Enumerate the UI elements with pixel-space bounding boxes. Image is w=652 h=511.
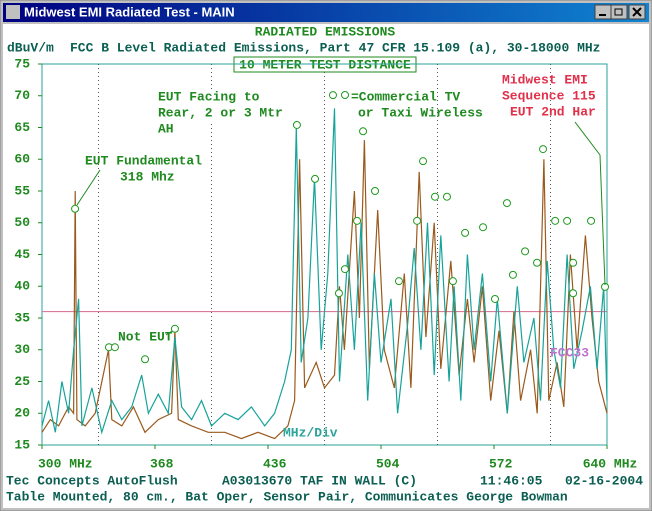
peak-marker <box>539 145 548 154</box>
footer-text: Tec Concepts AutoFlush <box>6 473 178 488</box>
annotation: Sequence 115 <box>502 88 596 103</box>
window-title: Midwest EMI Radiated Test - MAIN <box>24 4 235 19</box>
y-tick-label: 75 <box>14 56 30 71</box>
peak-marker <box>569 258 578 267</box>
peak-marker <box>569 289 578 298</box>
y-tick-label: 70 <box>14 88 30 103</box>
peak-marker <box>461 228 470 237</box>
peak-marker <box>353 216 362 225</box>
annotation: EUT Facing to <box>158 89 260 104</box>
y-axis-label: dBuV/m <box>7 40 54 55</box>
window-buttons[interactable] <box>594 4 646 20</box>
y-tick-label: 15 <box>14 437 30 452</box>
peak-marker <box>508 270 517 279</box>
peak-marker <box>448 277 457 286</box>
annotation: or Taxi Wireless <box>358 105 483 120</box>
x-tick-label: 640 MHz <box>583 456 638 471</box>
label-bg <box>156 106 286 121</box>
peak-marker <box>71 204 80 213</box>
peak-marker <box>419 157 428 166</box>
y-tick-label: 35 <box>14 310 30 325</box>
chart-title: RADIATED EMISSIONS <box>255 24 396 39</box>
peak-marker <box>413 216 422 225</box>
peak-marker <box>170 324 179 333</box>
y-tick-label: 50 <box>14 215 30 230</box>
title-bar <box>3 3 649 22</box>
chart-subtitle: FCC B Level Radiated Emissions, Part 47 … <box>70 40 601 55</box>
legend-symbol <box>341 91 349 99</box>
peak-marker <box>431 192 440 201</box>
peak-marker <box>394 277 403 286</box>
annotation: EUT 2nd Har <box>510 104 596 119</box>
restore-icon <box>614 8 623 16</box>
peak-marker <box>340 265 349 274</box>
peak-marker <box>563 216 572 225</box>
peak-marker <box>502 199 511 208</box>
peak-marker <box>292 120 301 129</box>
annotation: 318 Mhz <box>120 169 175 184</box>
peak-marker <box>328 91 337 100</box>
label-bg <box>156 122 176 137</box>
peak-marker <box>311 174 320 183</box>
y-tick-label: 40 <box>14 279 30 294</box>
y-tick-label: 65 <box>14 120 30 135</box>
annotation: Midwest EMI <box>502 72 588 87</box>
annotation: Not EUT <box>118 329 173 344</box>
y-tick-label: 20 <box>14 406 30 421</box>
trace <box>41 108 608 435</box>
peak-marker <box>587 216 596 225</box>
minimize-button[interactable] <box>594 4 612 20</box>
x-tick-label: 300 MHz <box>38 456 93 471</box>
annotation: EUT Fundamental <box>85 153 202 168</box>
peak-marker <box>334 289 343 298</box>
peak-marker <box>141 355 150 364</box>
annotation: Rear, 2 or 3 Mtr <box>158 105 283 120</box>
leader-line <box>76 169 101 206</box>
y-tick-label: 25 <box>14 374 30 389</box>
app-icon <box>6 5 20 19</box>
peak-marker <box>479 223 488 232</box>
peak-marker <box>371 187 380 195</box>
x-tick-label: 504 <box>376 456 400 471</box>
leader-line <box>574 121 606 286</box>
footer-text: A03013670 TAF IN WALL (C) <box>222 473 417 488</box>
limit-name: FCC33 <box>550 345 589 360</box>
y-tick-label: 60 <box>14 152 30 167</box>
chart: RADIATED EMISSIONS dBuV/m FCC B Level Radi… <box>6 24 643 504</box>
y-tick-label: 30 <box>14 342 30 357</box>
footer-text: Table Mounted, 80 cm., Bat Oper, Sensor … <box>6 489 568 504</box>
annotation: =Commercial TV <box>351 89 460 104</box>
x-tick-label: 368 <box>150 456 174 471</box>
leader-line <box>165 330 173 336</box>
peak-marker <box>442 192 451 201</box>
distance-label: 10 METER TEST DISTANCE <box>239 57 411 72</box>
peak-marker <box>521 247 530 256</box>
peak-marker <box>110 343 119 352</box>
close-icon <box>632 7 642 17</box>
x-tick-label: 436 <box>263 456 287 471</box>
peak-marker <box>551 216 560 225</box>
label-bg <box>156 90 262 105</box>
peak-marker <box>490 294 499 303</box>
x-tick-label: 572 <box>489 456 513 471</box>
footer-text: 02-16-2004 <box>565 473 643 488</box>
peak-marker <box>359 127 368 136</box>
scale-label: MHz/Div <box>283 425 338 440</box>
y-tick-label: 45 <box>14 247 30 262</box>
annotation: AH <box>158 121 174 136</box>
trace <box>41 140 608 440</box>
peak-marker <box>533 258 542 267</box>
y-tick-label: 55 <box>14 183 30 198</box>
restore-button[interactable] <box>610 4 628 20</box>
footer-text: 11:46:05 <box>480 473 543 488</box>
